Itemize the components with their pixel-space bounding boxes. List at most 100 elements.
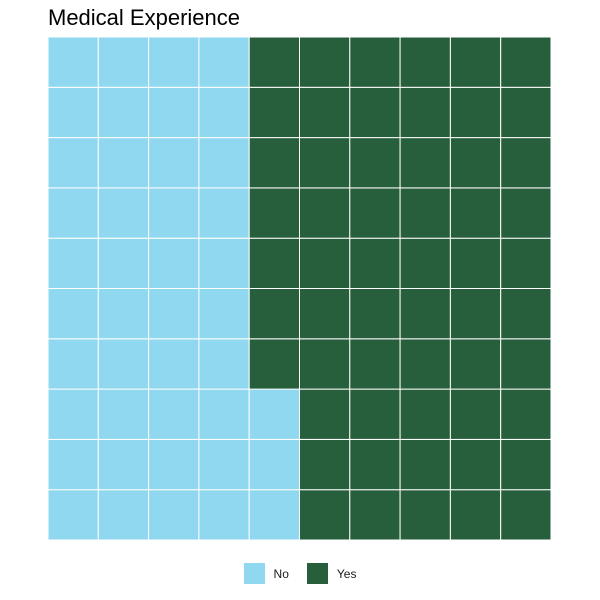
- waffle-cell-yes: [449, 36, 502, 88]
- waffle-cell-no: [47, 338, 99, 390]
- waffle-cell-yes: [299, 237, 351, 289]
- waffle-cell-no: [198, 86, 250, 139]
- legend-swatch-yes: [306, 563, 328, 584]
- waffle-cell-yes: [349, 187, 401, 239]
- waffle-cell-yes: [349, 438, 401, 491]
- waffle-cell-no: [148, 137, 200, 189]
- waffle-cell-yes: [299, 86, 351, 139]
- waffle-cell-yes: [299, 338, 351, 390]
- waffle-cell-no: [198, 489, 250, 541]
- waffle-cell-yes: [299, 187, 351, 239]
- waffle-cell-yes: [248, 237, 300, 289]
- waffle-cell-no: [148, 288, 200, 340]
- waffle-cell-yes: [399, 187, 451, 239]
- waffle-cell-no: [97, 187, 150, 239]
- waffle-cell-no: [47, 489, 99, 541]
- waffle-cell-no: [198, 187, 250, 239]
- waffle-cell-yes: [449, 438, 502, 491]
- waffle-cell-yes: [399, 86, 451, 139]
- legend-label-yes: Yes: [336, 566, 357, 581]
- waffle-cell-yes: [248, 36, 300, 88]
- waffle-cell-yes: [449, 137, 502, 189]
- waffle-cell-yes: [500, 237, 552, 289]
- waffle-cell-yes: [299, 489, 351, 541]
- waffle-cell-yes: [299, 388, 351, 440]
- waffle-cell-no: [198, 36, 250, 88]
- legend-item-yes: Yes: [306, 563, 357, 584]
- waffle-cell-yes: [449, 388, 502, 440]
- waffle-cell-no: [47, 388, 99, 440]
- waffle-cell-no: [47, 237, 99, 289]
- waffle-cell-yes: [399, 338, 451, 390]
- legend-item-no: No: [243, 563, 289, 584]
- waffle-cell-yes: [349, 338, 401, 390]
- waffle-cell-yes: [500, 187, 552, 239]
- waffle-cell-no: [47, 438, 99, 491]
- waffle-cell-yes: [500, 438, 552, 491]
- waffle-cell-no: [97, 288, 150, 340]
- waffle-cell-yes: [449, 489, 502, 541]
- waffle-cell-yes: [248, 187, 300, 239]
- waffle-cell-no: [97, 338, 150, 390]
- waffle-cell-yes: [500, 288, 552, 340]
- waffle-cell-yes: [449, 288, 502, 340]
- waffle-cell-no: [97, 388, 150, 440]
- waffle-cell-no: [47, 137, 99, 189]
- waffle-cell-yes: [399, 137, 451, 189]
- waffle-cell-no: [97, 438, 150, 491]
- waffle-cell-no: [47, 288, 99, 340]
- waffle-cell-yes: [500, 489, 552, 541]
- waffle-cell-yes: [349, 288, 401, 340]
- waffle-cell-yes: [299, 438, 351, 491]
- waffle-cell-no: [148, 187, 200, 239]
- waffle-cell-no: [97, 237, 150, 289]
- waffle-cell-no: [198, 438, 250, 491]
- waffle-cell-no: [97, 137, 150, 189]
- waffle-cell-yes: [349, 489, 401, 541]
- waffle-cell-yes: [449, 86, 502, 139]
- waffle-cell-yes: [349, 137, 401, 189]
- waffle-cell-yes: [399, 36, 451, 88]
- waffle-cell-yes: [299, 288, 351, 340]
- waffle-cell-yes: [349, 237, 401, 289]
- chart-legend: No Yes: [0, 563, 600, 584]
- waffle-cell-yes: [449, 187, 502, 239]
- waffle-cell-yes: [349, 36, 401, 88]
- waffle-cell-no: [47, 36, 99, 88]
- waffle-cell-yes: [500, 338, 552, 390]
- waffle-cell-yes: [449, 237, 502, 289]
- waffle-cell-yes: [500, 137, 552, 189]
- waffle-cell-no: [97, 36, 150, 88]
- waffle-cell-yes: [399, 489, 451, 541]
- waffle-cell-yes: [349, 388, 401, 440]
- waffle-cell-yes: [299, 137, 351, 189]
- waffle-cell-no: [97, 86, 150, 139]
- legend-swatch-no: [243, 563, 265, 584]
- waffle-cell-no: [198, 388, 250, 440]
- waffle-cell-no: [148, 338, 200, 390]
- waffle-cell-no: [148, 438, 200, 491]
- waffle-cell-yes: [399, 237, 451, 289]
- waffle-cell-yes: [399, 388, 451, 440]
- waffle-cell-no: [198, 338, 250, 390]
- waffle-cell-no: [248, 388, 300, 440]
- waffle-cell-yes: [399, 438, 451, 491]
- waffle-cell-yes: [299, 36, 351, 88]
- waffle-cell-yes: [248, 137, 300, 189]
- waffle-cell-no: [97, 489, 150, 541]
- chart-title: Medical Experience: [48, 5, 240, 30]
- waffle-cell-no: [148, 237, 200, 289]
- waffle-cell-yes: [248, 86, 300, 139]
- waffle-cell-yes: [500, 36, 552, 88]
- waffle-cell-no: [148, 388, 200, 440]
- waffle-cell-yes: [449, 338, 502, 390]
- waffle-cell-yes: [248, 338, 300, 390]
- waffle-cell-yes: [399, 288, 451, 340]
- waffle-cell-yes: [500, 388, 552, 440]
- waffle-cell-no: [148, 36, 200, 88]
- waffle-cell-yes: [349, 86, 401, 139]
- waffle-cell-yes: [248, 288, 300, 340]
- waffle-cell-no: [148, 86, 200, 139]
- waffle-cell-no: [198, 237, 250, 289]
